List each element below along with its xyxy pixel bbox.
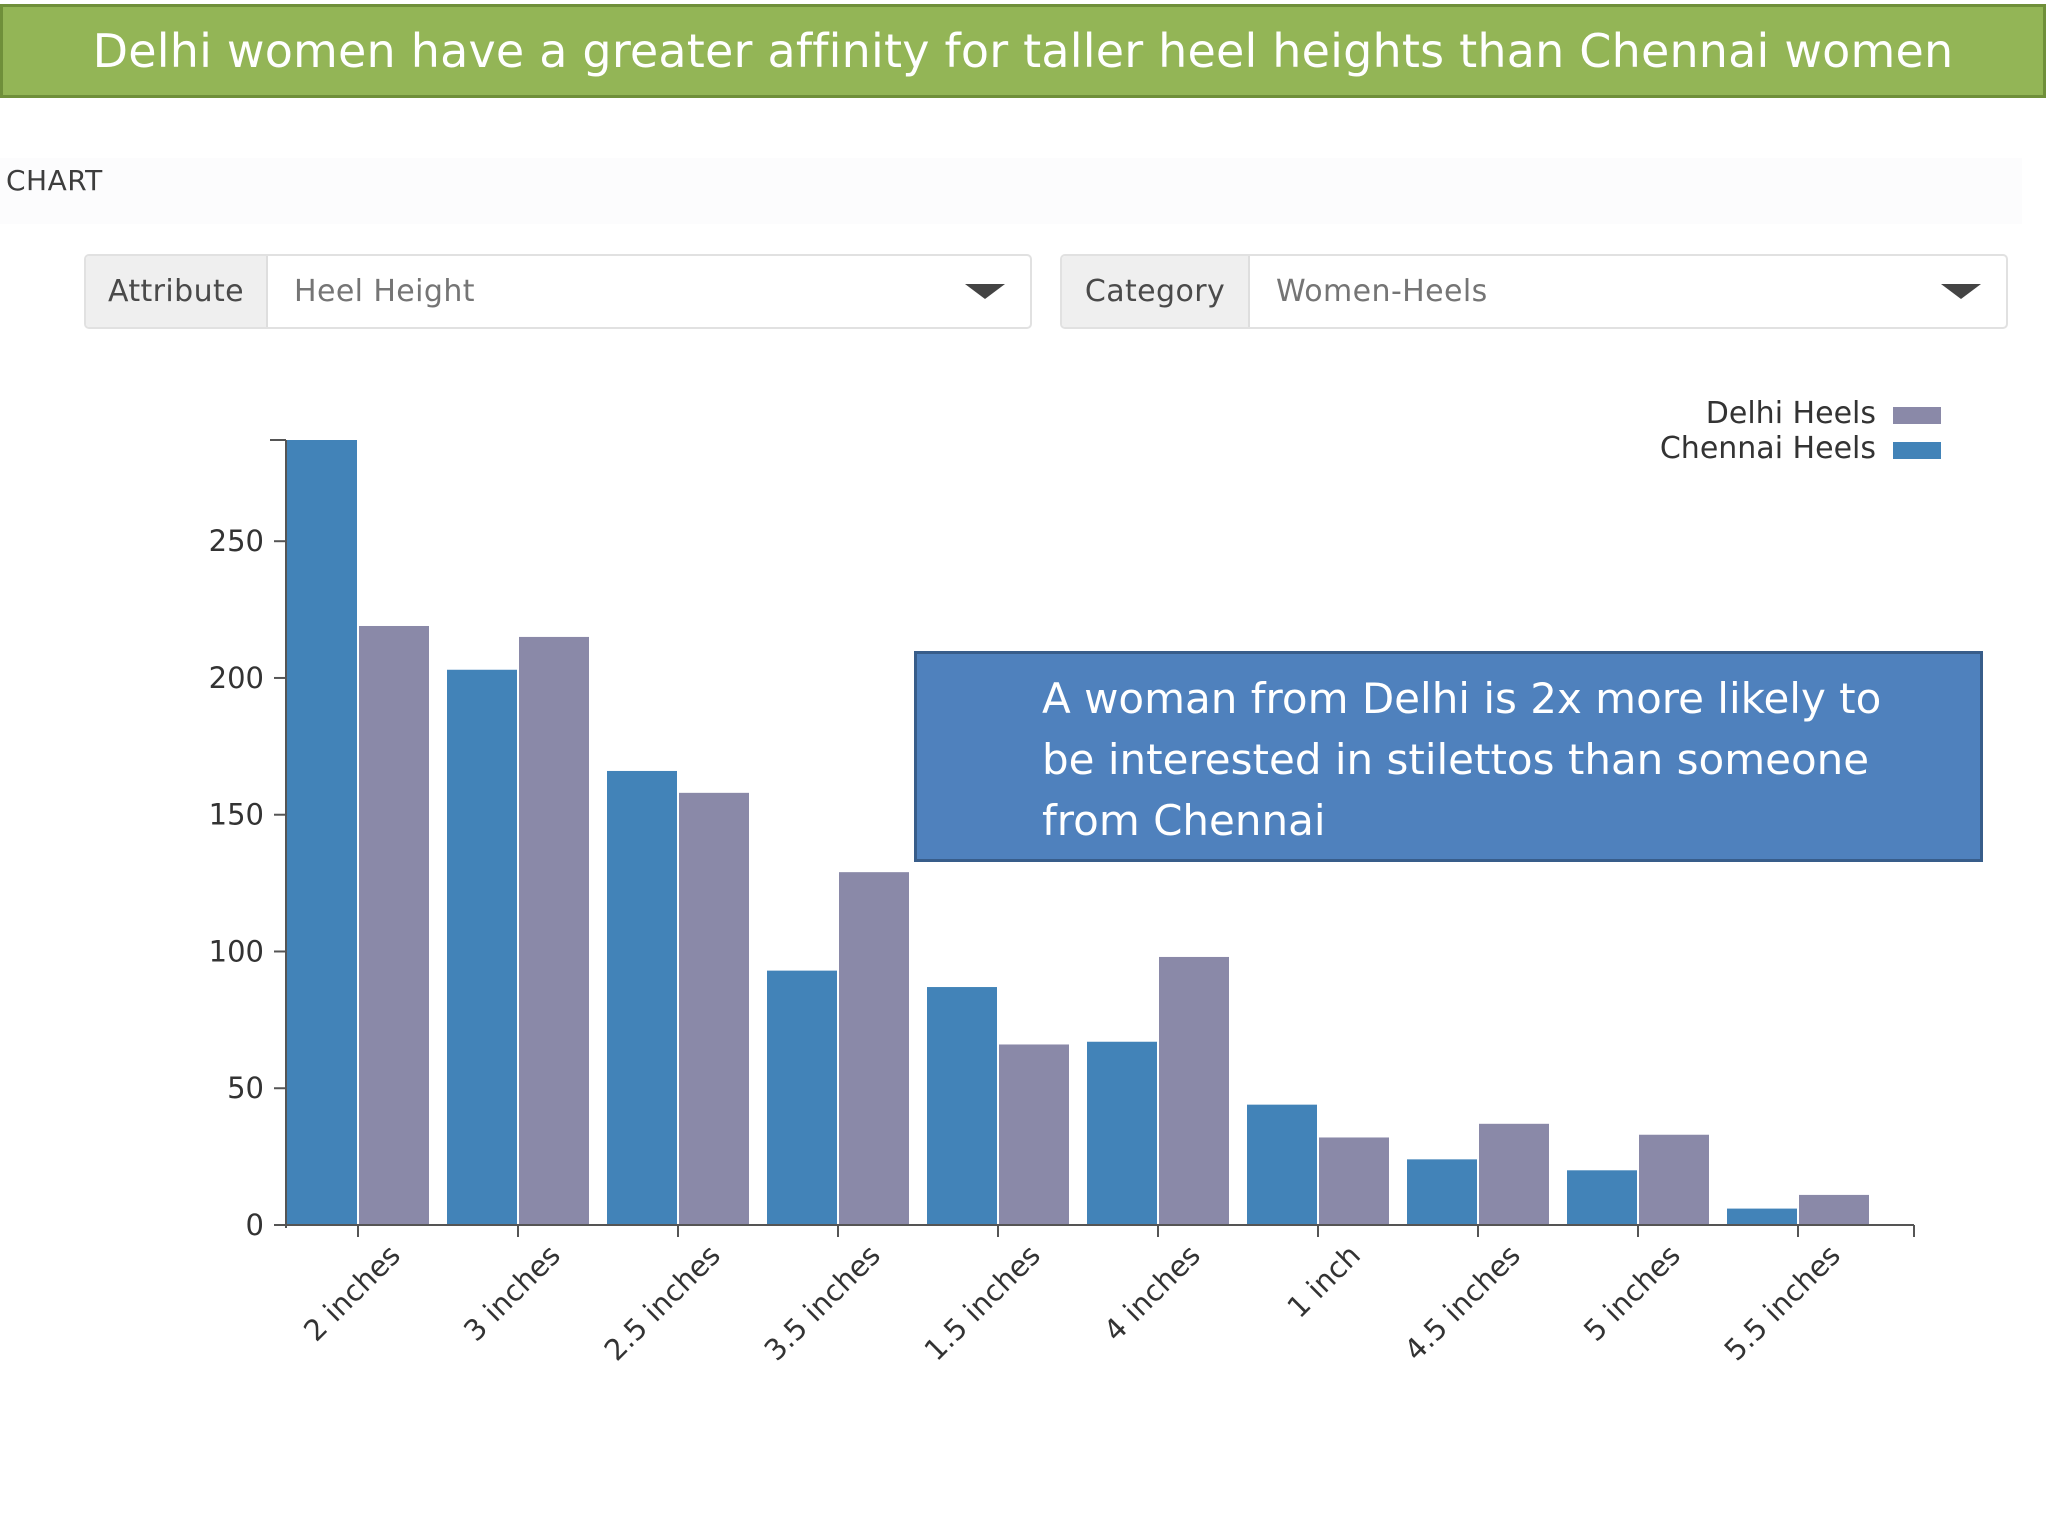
legend-label: Chennai Heels: [1660, 431, 1876, 466]
delhi-heels-bar: [1799, 1194, 1869, 1225]
x-tick-label: 1.5 inches: [918, 1238, 1047, 1367]
delhi-heels-bar: [519, 636, 589, 1225]
insight-callout: A woman from Delhi is 2x more likely to …: [914, 651, 1983, 862]
chevron-down-icon: [1941, 284, 1981, 299]
delhi-heels-bar: [1639, 1134, 1709, 1225]
attribute-label: Attribute: [86, 256, 268, 327]
attribute-value: Heel Height: [294, 274, 475, 309]
attribute-dropdown-toggle[interactable]: [940, 256, 1030, 327]
chart-section-header: [0, 158, 2022, 224]
category-dropdown-toggle[interactable]: [1916, 256, 2006, 327]
y-tick-label: 0: [246, 1208, 264, 1242]
y-tick-label: 250: [209, 524, 264, 558]
chennai-heels-bar: [447, 669, 517, 1225]
x-tick-label: 3 inches: [457, 1238, 567, 1348]
x-tick-label: 3.5 inches: [758, 1238, 887, 1367]
chennai-heels-bar: [927, 987, 997, 1225]
delhi-heels-bar: [679, 792, 749, 1225]
legend-swatch: [1893, 407, 1941, 424]
legend-swatch: [1893, 442, 1941, 459]
chennai-heels-bar: [287, 440, 357, 1225]
y-tick-label: 50: [227, 1071, 264, 1105]
category-label: Category: [1062, 256, 1250, 327]
x-tick-label: 2 inches: [297, 1238, 407, 1348]
x-tick-label: 1 inch: [1280, 1238, 1367, 1325]
delhi-heels-bar: [359, 625, 429, 1225]
chennai-heels-bar: [1407, 1159, 1477, 1225]
x-tick-label: 2.5 inches: [598, 1238, 727, 1367]
delhi-heels-bar: [1159, 956, 1229, 1225]
section-label: CHART: [6, 164, 103, 197]
delhi-heels-bar: [839, 872, 909, 1225]
x-tick-label: 5 inches: [1577, 1238, 1687, 1348]
delhi-heels-bar: [1319, 1137, 1389, 1225]
category-value: Women-Heels: [1276, 274, 1488, 309]
x-tick-label: 4.5 inches: [1398, 1238, 1527, 1367]
page-title: Delhi women have a greater affinity for …: [0, 4, 2046, 98]
chennai-heels-bar: [1727, 1208, 1797, 1225]
bars-layer: [287, 440, 1869, 1225]
chennai-heels-bar: [1567, 1170, 1637, 1225]
x-tick-label: 5.5 inches: [1718, 1238, 1847, 1367]
chennai-heels-bar: [607, 770, 677, 1225]
chennai-heels-bar: [1247, 1104, 1317, 1225]
x-tick-label: 4 inches: [1097, 1238, 1207, 1348]
y-tick-label: 150: [209, 798, 264, 832]
category-selector[interactable]: Category Women-Heels: [1060, 254, 2008, 329]
chennai-heels-bar: [767, 970, 837, 1225]
y-tick-label: 100: [209, 934, 264, 968]
legend-label: Delhi Heels: [1706, 396, 1876, 431]
delhi-heels-bar: [1479, 1123, 1549, 1225]
delhi-heels-bar: [999, 1044, 1069, 1225]
attribute-selector[interactable]: Attribute Heel Height: [84, 254, 1032, 329]
chevron-down-icon: [965, 284, 1005, 299]
chennai-heels-bar: [1087, 1041, 1157, 1225]
y-tick-label: 200: [209, 661, 264, 695]
